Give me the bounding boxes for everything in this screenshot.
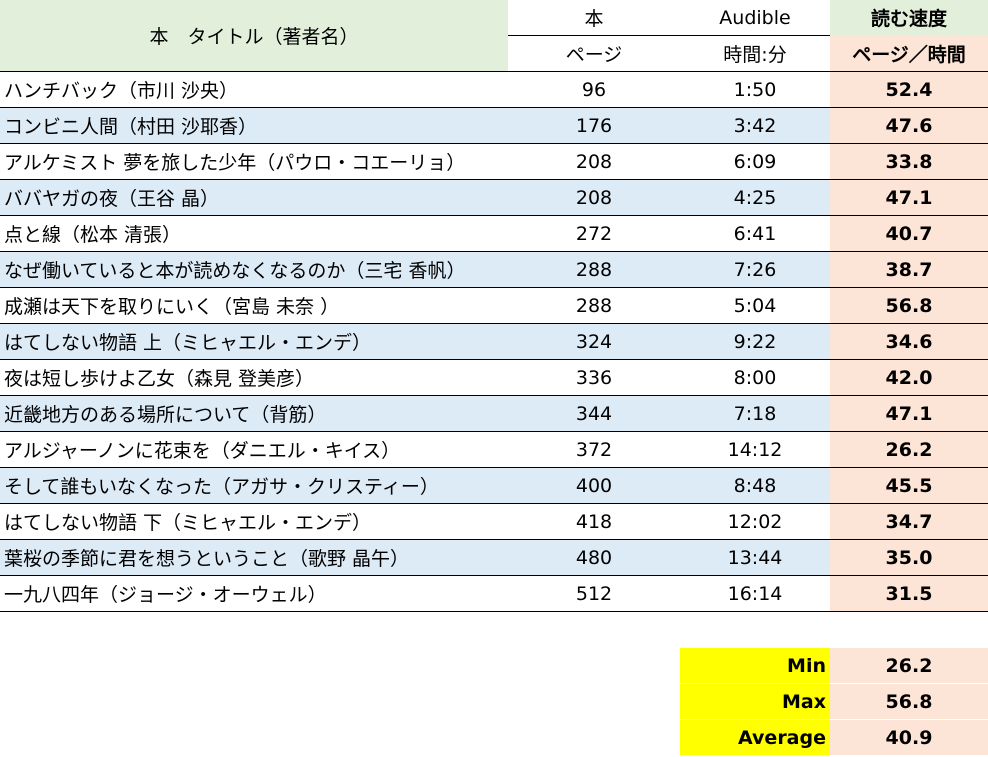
audible-time: 4:25 [680, 179, 830, 216]
book-title: 夜は短し歩けよ乙女（森見 登美彦） [0, 359, 508, 396]
reading-speed: 52.4 [830, 71, 988, 108]
page-count: 96 [508, 71, 680, 108]
audible-time: 7:18 [680, 395, 830, 432]
table-row: 点と線（松本 清張） 272 6:41 40.7 [0, 215, 988, 252]
table-row: 成瀬は天下を取りにいく（宮島 未奈 ） 288 5:04 56.8 [0, 287, 988, 324]
page-count: 208 [508, 143, 680, 180]
reading-speed: 47.6 [830, 107, 988, 144]
reading-speed: 56.8 [830, 287, 988, 324]
table-row: コンビニ人間（村田 沙耶香） 176 3:42 47.6 [0, 107, 988, 144]
reading-speed: 38.7 [830, 251, 988, 288]
table-row: 一九八四年（ジョージ・オーウェル） 512 16:14 31.5 [0, 575, 988, 612]
book-title: アルジャーノンに花束を（ダニエル・キイス） [0, 431, 508, 468]
audible-time: 13:44 [680, 539, 830, 576]
audible-time: 3:42 [680, 107, 830, 144]
book-title: 葉桜の季節に君を想うということ（歌野 晶午） [0, 539, 508, 576]
reading-speed: 34.6 [830, 323, 988, 360]
header-speed-unit: ページ／時間 [830, 35, 988, 72]
book-title: そして誰もいなくなった（アガサ・クリスティー） [0, 467, 508, 504]
book-title: コンビニ人間（村田 沙耶香） [0, 107, 508, 144]
table-row: なぜ働いていると本が読めなくなるのか（三宅 香帆） 288 7:26 38.7 [0, 251, 988, 288]
page-count: 480 [508, 539, 680, 576]
summary-label: Average [680, 719, 830, 756]
table-row: ババヤガの夜（王谷 晶） 208 4:25 47.1 [0, 179, 988, 216]
summary-value: 26.2 [830, 648, 988, 684]
book-title: ハンチバック（市川 沙央） [0, 71, 508, 108]
audible-time: 5:04 [680, 287, 830, 324]
table-row: はてしない物語 上（ミヒャエル・エンデ） 324 9:22 34.6 [0, 323, 988, 360]
summary-value: 40.9 [830, 719, 988, 756]
reading-speed: 45.5 [830, 467, 988, 504]
reading-speed: 47.1 [830, 179, 988, 216]
table-row: はてしない物語 下（ミヒャエル・エンデ） 418 12:02 34.7 [0, 503, 988, 540]
header-pages: ページ [508, 35, 680, 72]
reading-speed: 31.5 [830, 575, 988, 612]
reading-speed: 34.7 [830, 503, 988, 540]
page-count: 272 [508, 215, 680, 252]
audible-time: 1:50 [680, 71, 830, 108]
summary-value: 56.8 [830, 683, 988, 720]
summary-row: Min 26.2 [680, 648, 988, 684]
summary-label: Min [680, 648, 830, 684]
book-title: 近畿地方のある場所について（背筋） [0, 395, 508, 432]
page-count: 418 [508, 503, 680, 540]
book-title: 成瀬は天下を取りにいく（宮島 未奈 ） [0, 287, 508, 324]
table-row: 近畿地方のある場所について（背筋） 344 7:18 47.1 [0, 395, 988, 432]
summary-label: Max [680, 683, 830, 720]
header-book: 本 [508, 0, 680, 36]
header-speed: 読む速度 [830, 0, 988, 36]
reading-speed: 42.0 [830, 359, 988, 396]
page-count: 288 [508, 251, 680, 288]
header-title: 本 タイトル（著者名） [0, 0, 508, 72]
audible-time: 7:26 [680, 251, 830, 288]
table-row: アルケミスト 夢を旅した少年（パウロ・コエーリョ） 208 6:09 33.8 [0, 143, 988, 180]
table-row: 夜は短し歩けよ乙女（森見 登美彦） 336 8:00 42.0 [0, 359, 988, 396]
page-count: 336 [508, 359, 680, 396]
page-count: 288 [508, 287, 680, 324]
audible-time: 12:02 [680, 503, 830, 540]
header-audible: Audible [680, 0, 830, 36]
page-count: 324 [508, 323, 680, 360]
page-count: 176 [508, 107, 680, 144]
audible-time: 16:14 [680, 575, 830, 612]
book-title: はてしない物語 下（ミヒャエル・エンデ） [0, 503, 508, 540]
summary-row: Average 40.9 [680, 719, 988, 756]
reading-speed: 47.1 [830, 395, 988, 432]
page-count: 512 [508, 575, 680, 612]
table-row: そして誰もいなくなった（アガサ・クリスティー） 400 8:48 45.5 [0, 467, 988, 504]
page-count: 344 [508, 395, 680, 432]
header-time: 時間:分 [680, 35, 830, 72]
table-row: ハンチバック（市川 沙央） 96 1:50 52.4 [0, 71, 988, 108]
summary-row: Max 56.8 [680, 683, 988, 720]
book-title: なぜ働いていると本が読めなくなるのか（三宅 香帆） [0, 251, 508, 288]
page-count: 372 [508, 431, 680, 468]
reading-speed: 26.2 [830, 431, 988, 468]
audible-time: 14:12 [680, 431, 830, 468]
table-row: 葉桜の季節に君を想うということ（歌野 晶午） 480 13:44 35.0 [0, 539, 988, 576]
audible-time: 6:09 [680, 143, 830, 180]
audible-time: 6:41 [680, 215, 830, 252]
book-title: はてしない物語 上（ミヒャエル・エンデ） [0, 323, 508, 360]
book-title: 一九八四年（ジョージ・オーウェル） [0, 575, 508, 612]
book-title: ババヤガの夜（王谷 晶） [0, 179, 508, 216]
audible-time: 8:48 [680, 467, 830, 504]
book-title: 点と線（松本 清張） [0, 215, 508, 252]
book-title: アルケミスト 夢を旅した少年（パウロ・コエーリョ） [0, 143, 508, 180]
page-count: 208 [508, 179, 680, 216]
table-row: アルジャーノンに花束を（ダニエル・キイス） 372 14:12 26.2 [0, 431, 988, 468]
reading-speed: 33.8 [830, 143, 988, 180]
reading-speed: 40.7 [830, 215, 988, 252]
summary-table: Min 26.2 Max 56.8 Average 40.9 [680, 648, 988, 756]
audible-time: 8:00 [680, 359, 830, 396]
reading-speed: 35.0 [830, 539, 988, 576]
reading-table: 本 タイトル（著者名） 本 Audible 読む速度 ページ 時間:分 ページ／… [0, 0, 988, 612]
page-count: 400 [508, 467, 680, 504]
audible-time: 9:22 [680, 323, 830, 360]
